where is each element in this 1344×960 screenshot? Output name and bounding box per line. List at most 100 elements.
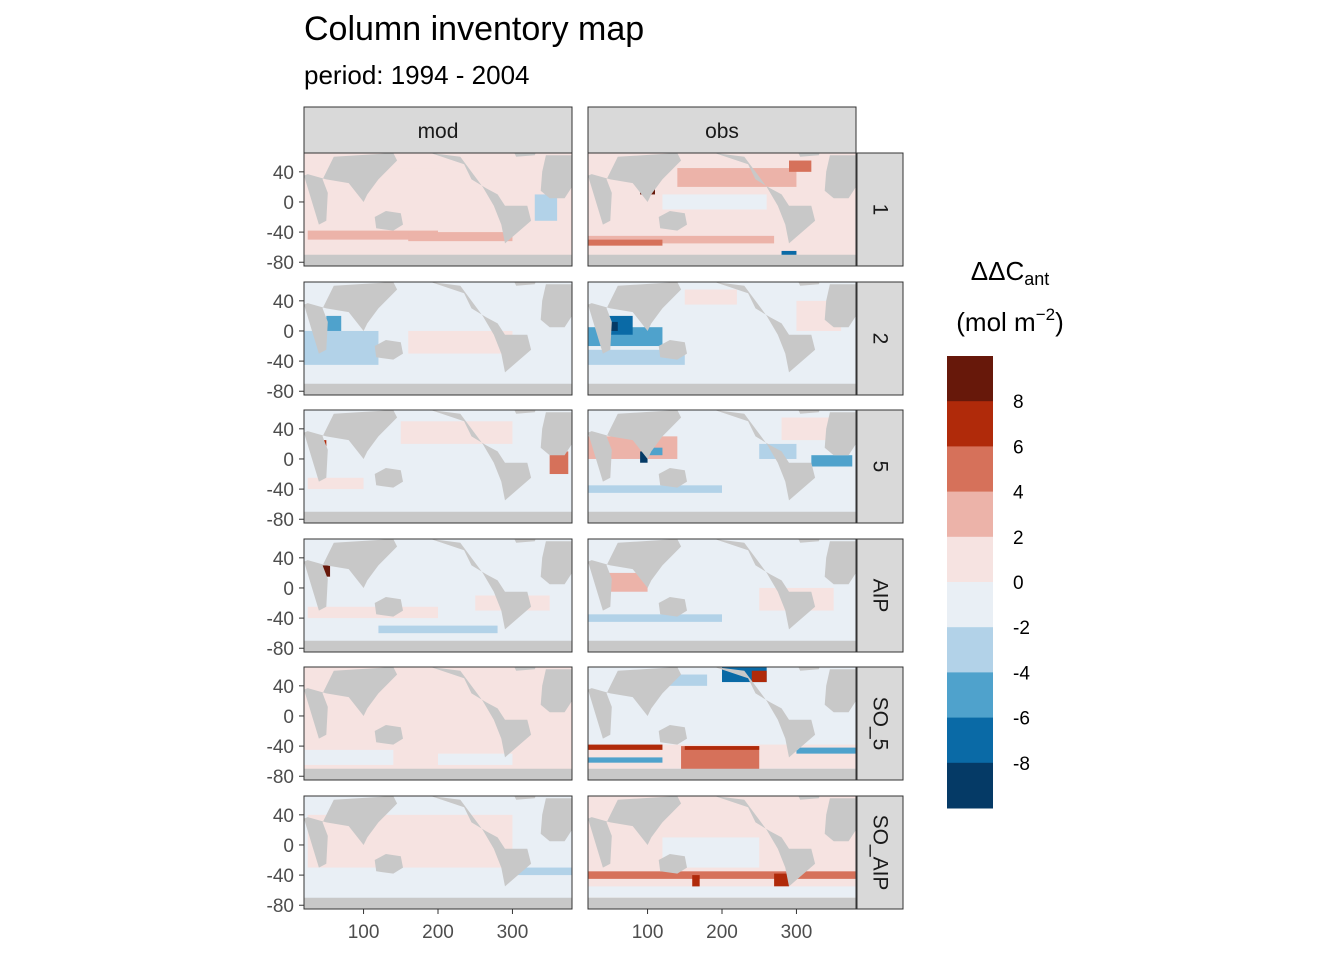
y-tick-label: 40	[273, 163, 294, 184]
facet-label-row: SO_AIP	[869, 815, 892, 891]
facet-label-col: mod	[418, 120, 459, 143]
y-tick-label: -80	[267, 639, 294, 660]
land-mass	[374, 468, 403, 488]
legend-swatch	[947, 717, 993, 764]
chart-subtitle: period: 1994 - 2004	[304, 60, 530, 90]
facet-panel-5-mod	[304, 410, 572, 523]
land-mass	[588, 282, 682, 354]
land-mass	[304, 383, 572, 395]
legend-swatch	[947, 762, 993, 809]
facet-panel-2-mod	[304, 282, 572, 395]
y-tick-label: -80	[267, 896, 294, 917]
land-mass	[588, 383, 856, 395]
land-mass	[540, 669, 572, 713]
panel-border	[587, 409, 857, 524]
x-tick-label: 200	[422, 922, 454, 943]
land-mass	[714, 153, 816, 244]
legend-title-main: ΔΔC	[971, 256, 1025, 286]
facet-panel-1-mod	[304, 153, 572, 266]
y-tick-label: 0	[283, 193, 294, 214]
anomaly-cell	[588, 485, 722, 493]
land-mass	[714, 539, 816, 630]
land-mass	[714, 667, 816, 758]
y-tick-label: 40	[273, 549, 294, 570]
legend-swatch	[947, 446, 993, 493]
facet-strip-row	[856, 409, 904, 524]
land-mass	[540, 541, 572, 585]
facet-panel-AIP-obs	[588, 539, 856, 652]
y-tick-label: -80	[267, 767, 294, 788]
land-mass	[374, 725, 403, 745]
land-mass	[374, 211, 403, 231]
anomaly-cell	[588, 239, 663, 246]
legend-label: -4	[1013, 663, 1030, 684]
land-mass	[374, 597, 403, 617]
facet-panel-SO_5-obs	[588, 667, 856, 780]
land-mass	[304, 254, 572, 266]
land-mass	[798, 796, 820, 800]
panel-border	[587, 666, 857, 781]
land-mass	[588, 768, 856, 780]
anomaly-cell	[774, 873, 789, 887]
legend-label: -6	[1013, 709, 1030, 730]
panel-border	[303, 409, 573, 524]
land-mass	[798, 667, 820, 671]
anomaly-cell	[549, 451, 569, 475]
legend-label: 6	[1013, 437, 1024, 458]
land-mass	[540, 798, 572, 842]
land-mass	[714, 410, 816, 501]
land-mass	[304, 768, 572, 780]
y-tick-label: -40	[267, 480, 294, 501]
anomaly-cell	[588, 871, 856, 879]
panel-border	[303, 281, 573, 396]
facet-label-row: 5	[869, 461, 892, 473]
anomaly-cell	[684, 289, 737, 305]
facet-label-row: AIP	[869, 579, 892, 613]
land-mass	[658, 854, 687, 874]
facet-label-row: 1	[869, 204, 892, 216]
land-mass	[430, 153, 532, 244]
anomaly-cell	[400, 421, 513, 444]
anomaly-cell	[307, 477, 364, 490]
facet-panel-5-obs	[588, 410, 856, 523]
panel-border	[303, 538, 573, 653]
land-mass	[304, 511, 572, 523]
anomaly-cell	[640, 451, 648, 463]
facet-panel-1-obs	[588, 153, 856, 266]
land-mass	[430, 796, 532, 887]
facet-strip-col	[303, 106, 573, 154]
legend-unit: (mol m−2)	[956, 305, 1064, 337]
anomaly-cell	[588, 614, 722, 622]
land-mass	[588, 254, 856, 266]
land-mass	[588, 153, 682, 225]
facet-strip-row	[856, 666, 904, 781]
land-mass	[304, 539, 398, 611]
y-tick-label: 0	[283, 450, 294, 471]
anomaly-cell	[534, 194, 558, 221]
anomaly-cell	[692, 875, 700, 891]
land-mass	[588, 539, 682, 611]
facet-strip-col	[587, 106, 857, 154]
legend-label: 8	[1013, 392, 1024, 413]
land-mass	[658, 725, 687, 745]
anomaly-cell	[307, 606, 438, 619]
anomaly-cell	[438, 753, 513, 765]
legend-swatch	[947, 401, 993, 447]
x-tick-label: 100	[348, 922, 380, 943]
anomaly-cell	[512, 867, 572, 876]
land-mass	[714, 282, 816, 373]
anomaly-cell	[796, 747, 856, 754]
anomaly-cell	[588, 744, 663, 750]
anomaly-cell	[811, 455, 853, 467]
anomaly-cell	[789, 160, 812, 172]
x-tick-label: 300	[497, 922, 529, 943]
land-mass	[304, 667, 398, 739]
land-mass	[798, 410, 820, 414]
land-mass	[540, 155, 572, 199]
facet-panel-AIP-mod	[304, 539, 572, 652]
land-mass	[430, 539, 532, 630]
land-mass	[304, 897, 572, 909]
anomaly-cell	[751, 670, 767, 683]
anomaly-cell	[588, 624, 685, 634]
anomaly-cell	[307, 230, 438, 240]
